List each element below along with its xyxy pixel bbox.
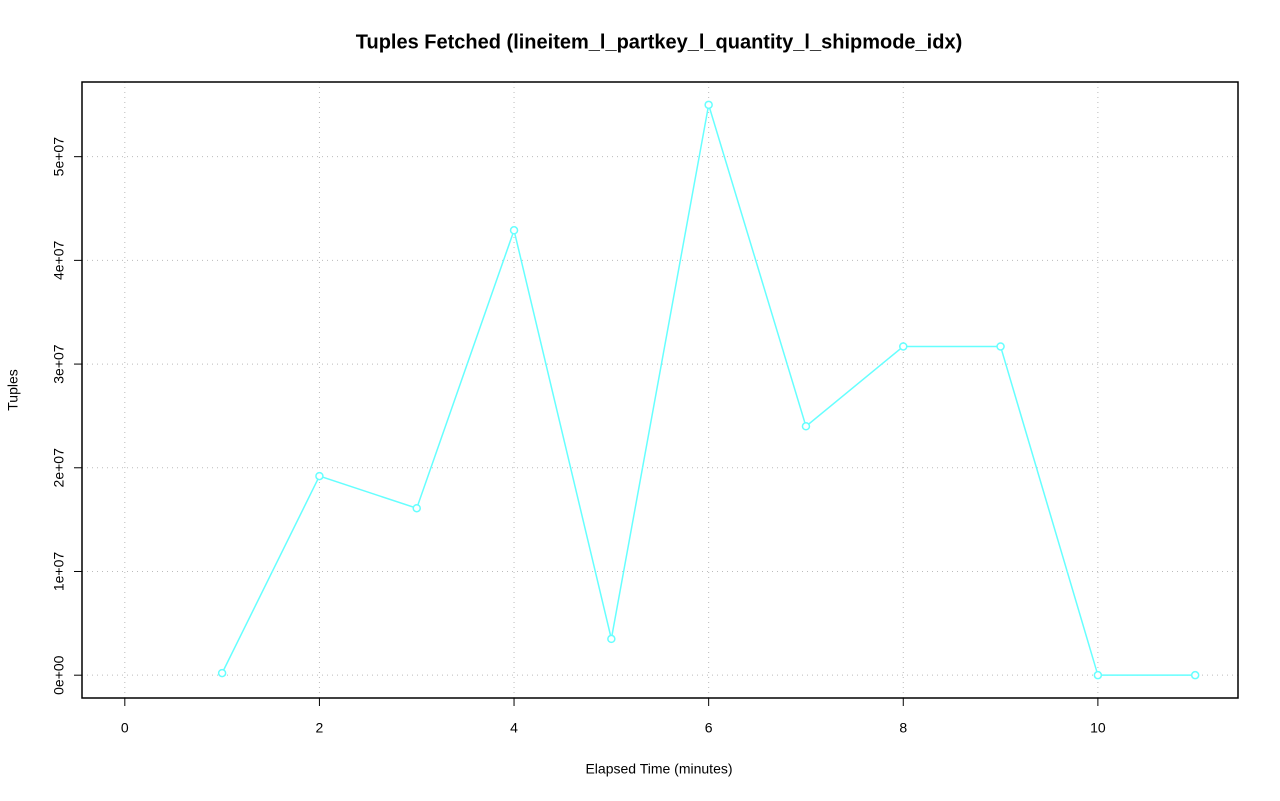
y-tick-label: 1e+07 [51, 552, 67, 592]
chart-title: Tuples Fetched (lineitem_l_partkey_l_qua… [356, 31, 962, 53]
y-tick-label: 5e+07 [51, 137, 67, 177]
x-tick-label: 2 [316, 720, 324, 736]
x-tick-label: 6 [705, 720, 713, 736]
y-tick-label: 0e+00 [51, 655, 67, 695]
data-point [899, 342, 908, 351]
data-point [704, 100, 713, 110]
y-tick-label: 2e+07 [51, 448, 67, 488]
x-tick-label: 8 [899, 720, 907, 736]
x-tick-label: 10 [1090, 720, 1106, 736]
data-point [217, 668, 227, 678]
series-line [221, 104, 1196, 676]
plot-frame [81, 81, 1239, 699]
data-point [1093, 670, 1103, 680]
y-axis-label: Tuples [5, 369, 21, 411]
data-point [1190, 670, 1200, 680]
x-tick-label: 4 [510, 720, 518, 736]
y-tick-label: 3e+07 [51, 344, 67, 384]
data-point [996, 342, 1005, 351]
x-tick-label: 0 [121, 720, 129, 736]
data-point [607, 634, 616, 644]
y-tick-label: 4e+07 [51, 241, 67, 281]
data-point [412, 503, 421, 513]
x-axis-label: Elapsed Time (minutes) [585, 761, 732, 777]
data-point [315, 471, 324, 481]
data-point [801, 422, 811, 431]
data-point [509, 226, 519, 235]
